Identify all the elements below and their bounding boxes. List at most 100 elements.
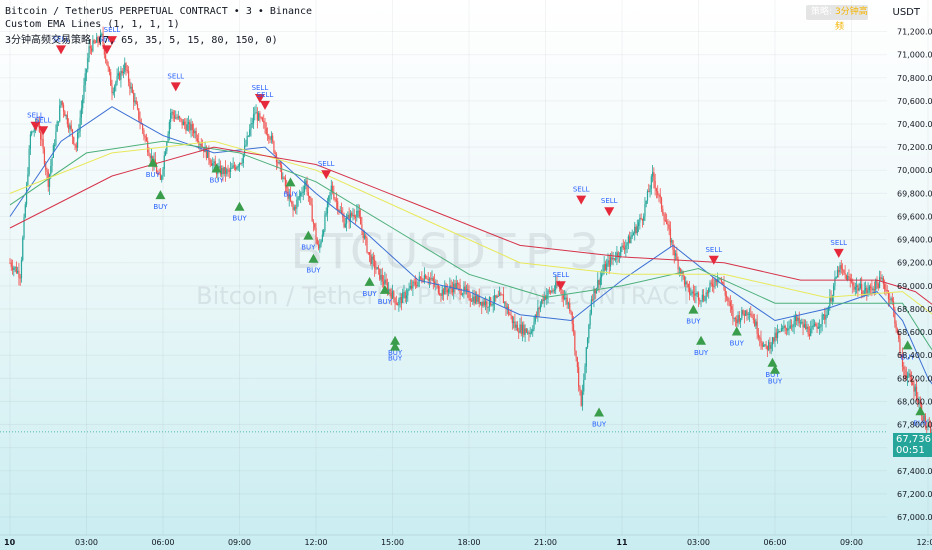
candle-body [752,318,754,320]
candle-body [611,257,613,260]
candle-body [838,269,840,273]
candle-body [282,177,284,179]
candle-body [537,307,539,316]
candle-body [303,185,306,192]
candle-body [193,129,195,134]
candle-body [131,86,133,93]
symbol-legend[interactable]: Bitcoin / TetherUS PERPETUAL CONTRACT • … [5,6,313,17]
candle-body [125,63,127,70]
price-tick-label: 70,000.0 [897,166,932,175]
candle-body [199,143,201,145]
candle-body [297,197,299,200]
candle-body [351,213,353,216]
candle-body [472,296,474,302]
sell-signal-marker [555,281,566,291]
candle-body [757,333,760,338]
sell-signal-label: SELL [99,35,116,43]
time-axis[interactable]: 10 03:00 06:00 09:00 12:00 15:00 18:00 21:00 11 0… [0,534,932,547]
candle-body [850,281,853,283]
candle-body [705,292,707,301]
candle-body [458,283,460,286]
candle-body [98,41,100,43]
candle-body [704,300,706,302]
candle-body [803,324,805,328]
candle-body [302,191,304,193]
ema-indicator-legend[interactable]: Custom EMA Lines (1, 1, 1, 1) [5,19,180,30]
candle-body [219,165,221,175]
candle-body [293,207,295,210]
candle-body [534,315,536,322]
candle-body [626,242,628,246]
candle-body [237,166,239,168]
candle-body [815,323,817,327]
time-tick-label: 03:00 [75,538,98,547]
candle-body [143,130,145,137]
candle-body [196,138,199,141]
candle-body [399,297,401,300]
candle-body [640,218,642,220]
candle-body [734,317,737,320]
candle-body [515,324,517,328]
candle-body [394,297,396,304]
candle-body [32,131,34,133]
candle-body [287,187,289,199]
candle-body [542,299,544,302]
candle-body [323,230,325,235]
candle-body [18,270,20,278]
candle-body [524,328,526,335]
ema-lines [9,106,932,385]
candle-body [164,151,167,156]
candle-body [765,344,767,346]
candle-body [417,281,419,287]
candle-body [28,148,30,175]
buy-signal-marker [770,364,780,374]
candle-body [149,155,151,159]
candle-body [616,252,618,259]
candle-body [145,137,148,142]
buy-signal-marker [211,163,222,173]
buy-signal-marker [379,284,390,294]
candle-body [171,111,173,113]
candle-body [115,82,117,87]
candle-body [530,331,533,333]
candle-body [584,366,586,380]
candle-body [398,299,400,306]
candle-body [386,283,388,292]
strategy-indicator-legend[interactable]: 3分钟高频交易策略 (7, 65, 35, 5, 15, 80, 150, 0) [5,35,278,46]
candle-body [613,258,615,260]
candle-body [697,292,700,301]
candle-body [599,277,601,285]
candle-body [411,285,413,289]
time-tick-label: 12:00 [304,538,327,547]
candle-body [390,293,392,299]
sell-signal-label: SELL [53,35,70,43]
currency-label[interactable]: USDT [892,7,920,18]
candle-body [750,313,752,315]
buy-signal-label: BUY [153,203,168,211]
candle-body [769,341,771,349]
candle-body [884,284,886,290]
candle-body [852,281,854,287]
candle-body [159,173,162,180]
ema-line-mid [9,140,932,351]
candle-body [162,169,164,176]
candle-body [126,69,128,71]
candle-body [218,165,220,168]
price-tick-label: 67,400.0 [897,467,932,476]
candle-body [644,204,646,217]
candle-body [208,149,210,161]
sell-signal-label: SELL [257,91,274,99]
candle-body [20,260,23,279]
candle-body [280,165,283,179]
candle-body [699,300,701,302]
candle-body [668,224,670,229]
candle-body [139,119,141,123]
price-tick-label: 69,000.0 [897,282,932,291]
candle-body [859,283,862,289]
buy-signal-label: BUY [694,349,709,357]
candle-body [226,169,228,174]
sell-signal-marker [101,45,112,55]
candle-body [790,325,793,327]
candle-body [138,108,140,120]
